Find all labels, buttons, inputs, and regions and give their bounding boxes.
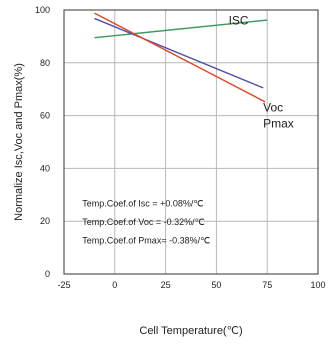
grid-lines [63,9,319,275]
y-tick-label: 40 [40,163,50,173]
y-tick-label: 80 [40,58,50,68]
y-tick-label: 60 [40,111,50,121]
series-line-voc [94,17,264,89]
x-tick-label: 50 [211,280,221,290]
series-label-isc: ISC [229,14,249,28]
series-line-isc [94,19,268,39]
plot-area-border [63,9,319,275]
annotation-pmax-coef: Temp.Coef.of Pmax= -0.38%/℃ [82,236,210,246]
annotation-isc-coef: Temp.Coef.of Isc = +0.08%/℃ [82,199,203,209]
y-axis-title: Normalize Isc,Voc and Pmax(%) [13,63,25,221]
x-axis-title: Cell Temperature(℃) [139,325,242,337]
x-tick-label: -25 [57,280,70,290]
y-tick-label: 20 [40,216,50,226]
x-tick-label: 75 [262,280,272,290]
series-label-pmax: Pmax [263,116,294,130]
y-tick-label: 0 [45,269,50,279]
y-tick-labels: 0 20 40 60 80 100 [35,5,50,279]
x-tick-label: 0 [112,280,117,290]
x-tick-labels: -25 0 25 50 75 100 [57,280,325,290]
series-line-pmax [94,12,266,103]
annotation-voc-coef: Temp.Coef.of Voc = -0.32%/℃ [82,217,204,227]
x-tick-label: 100 [310,280,325,290]
series-lines [94,12,268,103]
x-tick-label: 25 [161,280,171,290]
y-tick-label: 100 [35,5,50,15]
series-label-voc: Voc [263,101,283,115]
